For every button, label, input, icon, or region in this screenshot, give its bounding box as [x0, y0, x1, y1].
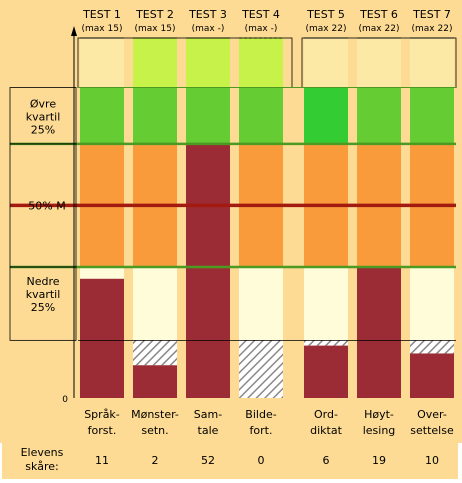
- student-score-1: 11: [95, 454, 109, 467]
- test-max-label-4: (max -): [245, 24, 278, 34]
- lower-quartile-legend-box: [9, 266, 77, 341]
- test-column-5: [304, 38, 348, 398]
- test-name-line-2-3: tale: [198, 424, 219, 437]
- test-max-label-2: (max 15): [135, 24, 176, 34]
- student-bar-7: [410, 353, 454, 398]
- test-name-line-2-6: lesing: [363, 424, 396, 437]
- student-score-label-line-1: Elevens: [20, 446, 64, 459]
- upper-quartile-cell: [186, 87, 230, 144]
- student-score-5: 6: [322, 454, 330, 467]
- test-max-label-7: (max 22): [412, 24, 453, 34]
- test-name-line-2-7: settelse: [410, 424, 454, 437]
- y-axis-zero-label: 0: [62, 395, 68, 405]
- upper-quartile-cell: [410, 87, 454, 144]
- student-score-7: 10: [425, 454, 439, 467]
- student-score-label: Elevens skåre:: [12, 446, 72, 474]
- student-bar-6: [357, 267, 401, 398]
- test-name-line-1-5: Ord-: [314, 408, 338, 421]
- student-score-row: Elevens skåre: 11 2 52 0 6 19 10: [2, 443, 458, 479]
- test-name-line-1-3: Sam-: [194, 408, 222, 421]
- upper-zone-cell: [410, 38, 454, 88]
- lower-quartile-legend-text: 25%: [31, 301, 55, 314]
- student-score-2: 2: [151, 454, 159, 467]
- upper-zone-cell: [357, 38, 401, 88]
- median-legend-text: 50% M: [28, 199, 65, 212]
- test-column-4: [239, 38, 283, 398]
- student-score-4: 0: [257, 454, 265, 467]
- student-score-label-line-2: skåre:: [25, 460, 59, 473]
- upper-quartile-cell: [357, 87, 401, 144]
- test-name-line-1-4: Bilde-: [245, 408, 276, 421]
- upper-zone-cell: [133, 38, 177, 88]
- hatched-range: [239, 340, 283, 398]
- test-label-7: TEST 7: [412, 8, 451, 21]
- hatched-range: [133, 340, 177, 366]
- test-name-line-2-4: fort.: [250, 424, 273, 437]
- test-label-1: TEST 1: [82, 8, 121, 21]
- test-label-6: TEST 6: [359, 8, 398, 21]
- y-axis-arrow: [71, 26, 77, 36]
- upper-quartile-cell: [133, 87, 177, 144]
- test-name-line-1-6: Høyt-: [364, 408, 394, 421]
- test-label-5: TEST 5: [306, 8, 345, 21]
- test-max-label-5: (max 22): [306, 24, 347, 34]
- test-column-2: [133, 38, 177, 398]
- student-bar-1: [80, 278, 124, 398]
- test-name-line-2-5: diktat: [310, 424, 342, 437]
- test-max-label-1: (max 15): [82, 24, 123, 34]
- lower-quartile-legend-text: kvartil: [26, 288, 61, 301]
- test-label-2: TEST 2: [135, 8, 174, 21]
- student-bar-3: [186, 143, 230, 398]
- upper-zone-cell: [239, 38, 283, 88]
- upper-quartile-legend-text: kvartil: [26, 111, 61, 124]
- upper-zone-cell: [304, 38, 348, 88]
- upper-quartile-cell: [239, 87, 283, 144]
- test-label-4: TEST 4: [241, 8, 280, 21]
- lower-quartile-legend-text: Nedre: [26, 275, 59, 288]
- hatched-range: [410, 340, 454, 354]
- test-name-line-2-2: setn.: [141, 424, 168, 437]
- test-column-7: [410, 38, 454, 398]
- student-score-3: 52: [201, 454, 215, 467]
- student-score-6: 19: [372, 454, 386, 467]
- test-label-3: TEST 3: [188, 8, 227, 21]
- upper-zone-cell: [80, 38, 124, 88]
- test-name-line-1-1: Språk-: [84, 408, 120, 421]
- upper-quartile-legend-text: 25%: [31, 124, 55, 137]
- test-name-line-1-7: Over-: [417, 408, 447, 421]
- upper-quartile-legend-text: Øvre: [30, 98, 56, 111]
- hatched-range: [304, 340, 348, 346]
- test-name-line-1-2: Mønster-: [131, 408, 179, 421]
- test-name-line-2-1: forst.: [88, 424, 117, 437]
- student-bar-2: [133, 365, 177, 398]
- student-bar-5: [304, 345, 348, 398]
- upper-quartile-cell: [304, 87, 348, 144]
- upper-quartile-cell: [80, 87, 124, 144]
- upper-zone-cell: [186, 38, 230, 88]
- test-max-label-3: (max -): [192, 24, 225, 34]
- test-max-label-6: (max 22): [359, 24, 400, 34]
